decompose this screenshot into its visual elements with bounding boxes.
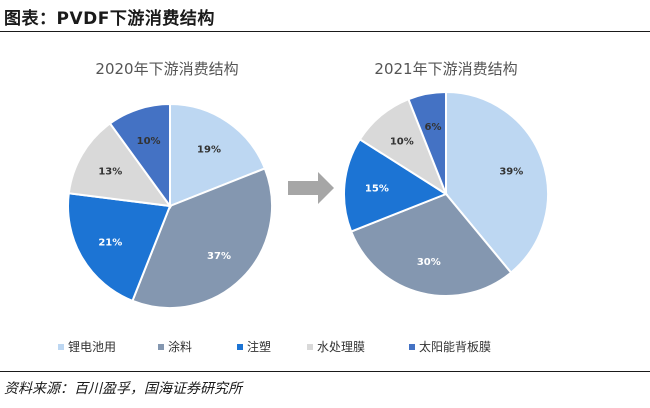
slice-label-water-membrane: 10% <box>390 137 414 148</box>
legend-label-water-membrane: 水处理膜 <box>317 340 365 354</box>
figure-title: 图表：PVDF下游消费结构 <box>4 9 215 29</box>
slice-label-injection: 21% <box>98 237 122 248</box>
pie-2021: 39% 30% 15% 10% 6% <box>343 90 549 297</box>
slice-label-coating: 30% <box>417 257 441 268</box>
source-note: 资料来源：百川盈孚，国海证券研究所 <box>4 381 242 397</box>
legend-label-coating: 涂料 <box>168 339 192 354</box>
legend-swatch-li-battery <box>58 344 64 350</box>
legend-swatch-injection <box>237 344 243 350</box>
slice-label-coating: 37% <box>207 251 231 262</box>
slice-label-li-battery: 19% <box>197 145 221 156</box>
pie-charts: 2020年下游消费结构 2021年下游消费结构 19%37%21%13%10% … <box>58 60 549 354</box>
legend-label-li-battery: 锂电池用 <box>68 339 116 354</box>
legend-label-solar-backsheet: 太阳能背板膜 <box>419 339 491 354</box>
slice-label-li-battery: 39% <box>499 167 523 178</box>
slice-label-injection: 15% <box>365 184 389 195</box>
pie-2020: 19% 37% 21% 13% 10% <box>67 102 273 309</box>
slice-label-solar-backsheet: 6% <box>425 122 442 133</box>
legend-label-injection: 注塑 <box>247 339 271 354</box>
legend: 锂电池用 涂料 注塑 水处理膜 太阳能背板膜 <box>58 339 491 354</box>
legend-swatch-solar-backsheet <box>409 344 415 350</box>
pie-slice-li-battery <box>445 90 549 274</box>
legend-swatch-water-membrane <box>307 344 313 350</box>
pie-title-2020: 2020年下游消费结构 <box>95 60 238 78</box>
pie-slice-li-battery <box>169 102 267 208</box>
pie-slice-coating <box>349 192 513 297</box>
arrow-icon <box>288 172 334 204</box>
slice-label-solar-backsheet: 10% <box>137 136 161 147</box>
pie-slice-solar-backsheet <box>108 102 171 210</box>
legend-swatch-coating <box>158 344 164 350</box>
pie-slice-coating <box>131 167 273 309</box>
top-rule <box>0 31 650 32</box>
bottom-rule <box>0 371 650 372</box>
pie-slice-injection <box>343 137 449 233</box>
pie-slice-solar-backsheet <box>407 90 447 195</box>
pie-slice-injection <box>67 192 172 303</box>
pie-slice-water-membrane <box>67 122 173 208</box>
pie-title-2021: 2021年下游消费结构 <box>374 60 517 78</box>
slice-label-water-membrane: 13% <box>98 167 122 178</box>
